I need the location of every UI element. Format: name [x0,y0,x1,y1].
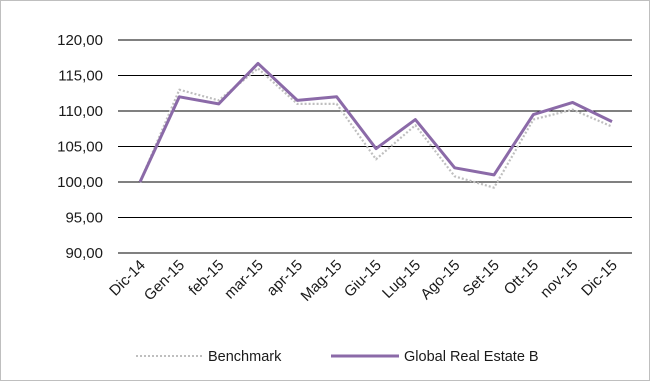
x-axis-tick-labels: Dic-14Gen-15feb-15mar-15apr-15Mag-15Giu-… [106,257,621,305]
y-axis-tick-labels: 120,00 115,00 110,00 105,00 100,00 95,00 90,00 [57,32,103,262]
global-real-estate-b-line [138,61,613,183]
y-tick-label: 120,00 [57,32,103,49]
x-tick-label: Dic-15 [578,257,621,300]
legend-global-real-estate-b-label: Global Real Estate B [404,349,539,365]
y-tick-label: 110,00 [58,103,103,120]
y-tick-label: 115,00 [58,68,103,85]
y-tick-label: 105,00 [57,139,103,156]
x-tick-label: Ago-15 [417,257,463,303]
series-lines [138,61,613,189]
x-tick-label: feb-15 [185,257,227,299]
benchmark-line [138,67,613,189]
y-tick-label: 100,00 [57,174,103,191]
gridlines [118,39,632,254]
x-tick-label: Mag-15 [298,257,346,305]
legend-benchmark-label: Benchmark [208,349,282,365]
x-tick-label: mar-15 [221,257,267,303]
x-tick-label: Set-15 [460,257,503,300]
x-tick-label: Ott-15 [501,257,542,298]
y-tick-label: 95,00 [65,210,103,227]
x-tick-label: Gen-15 [141,257,188,304]
x-tick-label: nov-15 [537,257,581,301]
x-tick-label: Lug-15 [379,257,424,302]
x-tick-label: Giu-15 [341,257,385,301]
y-tick-label: 90,00 [65,245,103,262]
legend: Benchmark Global Real Estate B [136,349,539,365]
